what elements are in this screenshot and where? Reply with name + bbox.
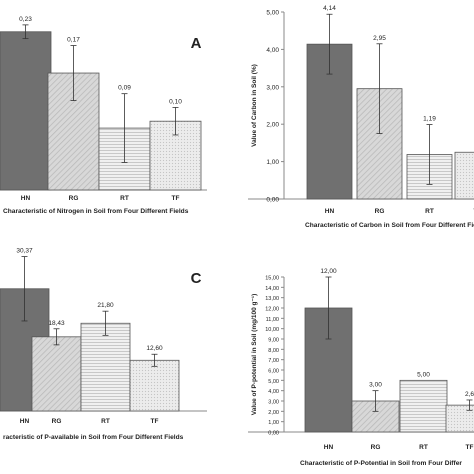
data-label: 2,95 (373, 35, 386, 42)
x-axis-label: Characteristic of Carbon in Soil from Fo… (305, 222, 474, 229)
data-label: 0,10 (169, 98, 182, 105)
data-label: 0,23 (19, 16, 32, 23)
x-tick-label: RT (425, 208, 434, 215)
x-tick-label: RG (371, 444, 381, 451)
x-axis-label: racteristic of P-available in Soil from … (3, 434, 184, 441)
x-tick-label: TF (151, 418, 159, 425)
y-tick-label: 7,00 (268, 358, 279, 364)
data-label: 0,09 (118, 85, 131, 92)
y-axis-label: Value of Carbon in Soil (%) (251, 64, 258, 147)
bar-rt (399, 379, 448, 433)
x-tick-label: RG (375, 208, 385, 215)
data-label: 5,00 (417, 371, 430, 378)
y-tick-label: 1,00 (266, 159, 279, 166)
y-tick-label: 10,00 (265, 327, 279, 333)
y-tick-label: 1,00 (268, 420, 279, 426)
x-tick-label: TF (466, 444, 474, 451)
chart-panel-3: 30,37 HN 18,43 RG 21,80 RT 12,60 TF racteristic … (0, 248, 207, 441)
x-tick-label: TF (172, 195, 180, 202)
x-axis-label: Characteristic of P-Potential in Soil fr… (300, 460, 462, 467)
y-tick-label: 0,00 (268, 431, 279, 437)
data-label: 4,14 (323, 5, 336, 12)
panel-letter: C (191, 270, 202, 287)
bar-tf (149, 120, 202, 191)
y-tick-label: 4,00 (268, 389, 279, 395)
chart-panel-4: 0,00 1,00 2,00 3,00 4,00 5,00 6,00 7,00 8,00 9,00… (248, 268, 474, 467)
y-tick-label: 5,00 (268, 379, 279, 385)
y-tick-label: 2,00 (268, 410, 279, 416)
bar-rg (31, 336, 82, 412)
y-tick-label: 4,00 (266, 47, 279, 54)
y-axis-label: Value of P-potential in Soil (mg/100 g⁻¹… (251, 294, 258, 416)
chart-panel-1: 0,23 HN 0,17 RG 0,09 RT 0,10 TF Characteristic o… (0, 16, 207, 215)
bar-rt (80, 322, 131, 412)
y-tick-label: 3,00 (268, 400, 279, 406)
panel-letter: A (191, 35, 202, 52)
y-tick-label: 8,00 (268, 348, 279, 354)
bar-tf (129, 359, 180, 412)
data-label: 3,00 (369, 382, 382, 389)
bar-hn (0, 31, 52, 191)
y-tick-label: 5,00 (266, 10, 279, 17)
y-tick-label: 12,00 (265, 307, 279, 313)
bar-hn (304, 307, 353, 433)
x-tick-label: RG (69, 195, 79, 202)
data-label: 12,60 (146, 345, 163, 352)
data-label: 21,80 (97, 302, 114, 309)
y-tick-label: 13,00 (265, 296, 279, 302)
data-label: 18,43 (48, 320, 65, 327)
data-label: 2,6 (465, 391, 474, 398)
y-tick-label: 11,00 (266, 317, 279, 323)
x-axis-label: Characteristic of Nitrogen in Soil from … (3, 208, 189, 215)
y-tick-label: 3,00 (266, 84, 279, 91)
x-tick-label: RT (120, 195, 129, 202)
y-tick-label: 15,00 (265, 276, 279, 282)
y-tick-label: 14,00 (265, 286, 279, 292)
x-tick-label: RT (101, 418, 110, 425)
y-tick-label: 0,00 (266, 197, 279, 204)
x-tick-label: HN (20, 418, 30, 425)
data-label: 30,37 (16, 248, 33, 255)
x-tick-label: HN (325, 208, 335, 215)
x-tick-label: HN (21, 195, 31, 202)
y-tick-label: 2,00 (266, 122, 279, 129)
bar-rg (351, 400, 400, 433)
x-tick-label: RT (419, 444, 428, 451)
data-label: 0,17 (67, 37, 80, 44)
data-label: 1,19 (423, 116, 436, 123)
y-tick-label: 9,00 (268, 338, 279, 344)
chart-panel-2: 0,00 1,00 2,00 3,00 4,00 5,00 Value of Carbon … (248, 5, 474, 229)
y-tick-label: 6,00 (268, 369, 279, 375)
x-tick-label: HN (324, 444, 334, 451)
x-tick-label: RG (52, 418, 62, 425)
bar-tf (454, 151, 474, 200)
data-label: 12,00 (320, 268, 337, 275)
